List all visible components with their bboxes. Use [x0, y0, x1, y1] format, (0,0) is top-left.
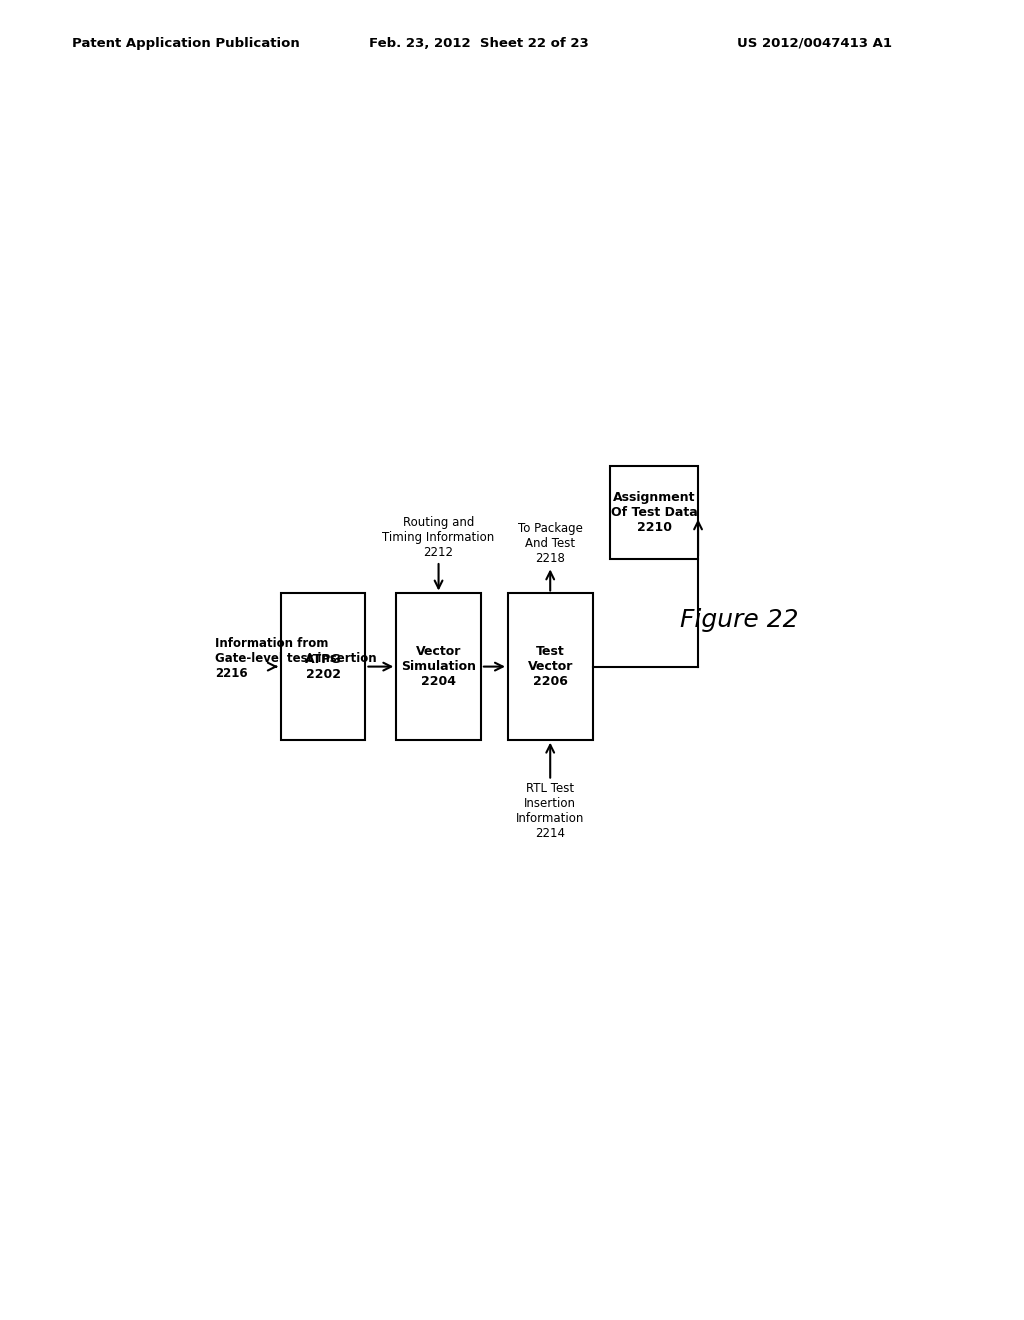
Bar [281, 594, 366, 739]
Text: Patent Application Publication: Patent Application Publication [72, 37, 299, 50]
Text: Vector
Simulation
2204: Vector Simulation 2204 [401, 645, 476, 688]
Text: Figure 22: Figure 22 [680, 609, 798, 632]
Bar [508, 594, 593, 739]
Text: Assignment
Of Test Data
2210: Assignment Of Test Data 2210 [610, 491, 697, 535]
Text: Feb. 23, 2012  Sheet 22 of 23: Feb. 23, 2012 Sheet 22 of 23 [369, 37, 589, 50]
Text: Routing and
Timing Information
2212: Routing and Timing Information 2212 [382, 516, 495, 558]
Text: Information from
Gate-level test insertion
2216: Information from Gate-level test inserti… [215, 638, 377, 680]
Bar [610, 466, 698, 558]
Text: ATPG
2202: ATPG 2202 [305, 652, 341, 681]
Text: US 2012/0047413 A1: US 2012/0047413 A1 [737, 37, 892, 50]
Text: To Package
And Test
2218: To Package And Test 2218 [518, 521, 583, 565]
Text: RTL Test
Insertion
Information
2214: RTL Test Insertion Information 2214 [516, 781, 585, 840]
Bar [396, 594, 481, 739]
Text: Test
Vector
2206: Test Vector 2206 [527, 645, 572, 688]
